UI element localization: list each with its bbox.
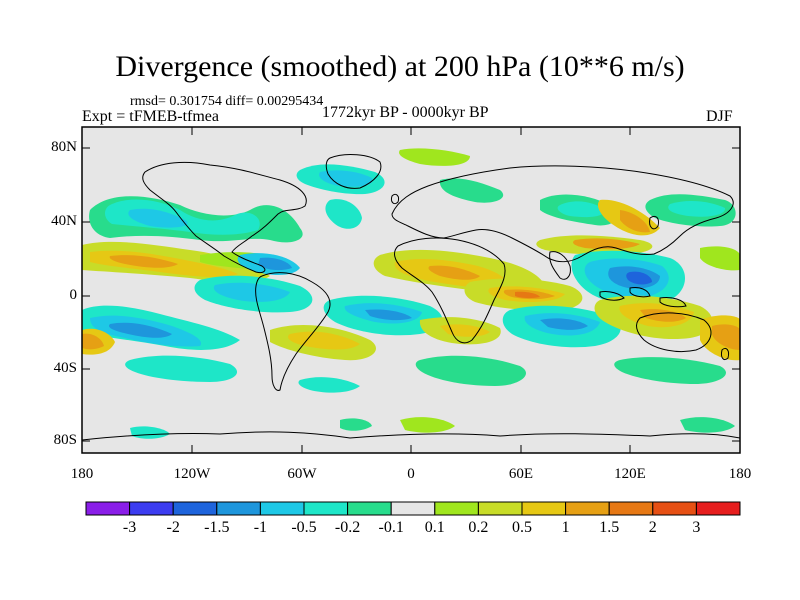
colorbar-label: -3: [122, 519, 137, 536]
colorbar-box: [608, 501, 654, 516]
experiment-label: Expt = tFMEB-tfmea: [82, 108, 220, 125]
y-tick-label: 80S: [53, 432, 77, 448]
colorbar-box: [652, 501, 697, 516]
colorbar-label: 0.5: [512, 519, 532, 536]
x-tick-label: 120E: [614, 466, 646, 482]
x-tick-label: 0: [407, 466, 415, 482]
colorbar-box: [216, 501, 261, 516]
y-tick-label: 80N: [51, 139, 77, 155]
colorbar-label: 0.2: [468, 519, 489, 536]
colorbar-box: [85, 501, 131, 516]
y-tick-label: 40N: [51, 213, 77, 229]
colorbar-label: -1.5: [204, 519, 230, 536]
colorbar-box: [172, 501, 218, 516]
colorbar-label: -2: [166, 519, 180, 536]
stats-line: rmsd= 0.301754 diff= 0.00295434: [130, 94, 324, 109]
coastlines: [82, 154, 740, 441]
colorbar-box: [129, 501, 174, 516]
colorbar-label: -0.1: [378, 519, 404, 536]
colorbar-label: 2: [648, 519, 657, 536]
y-tick-label: 40S: [53, 360, 77, 376]
colorbar-box: [303, 501, 349, 516]
tick-marks: [81, 127, 741, 453]
x-tick-label: 60W: [287, 466, 317, 482]
season-label: DJF: [706, 108, 733, 125]
colorbar-label: -0.2: [334, 519, 361, 536]
colorbar-box: [695, 501, 741, 516]
colorbar-label: -1: [253, 519, 268, 536]
colorbar-label: 3: [692, 519, 701, 536]
colorbar-label: 0.1: [424, 519, 445, 536]
colorbar-box: [565, 501, 610, 516]
colorbar-box: [434, 501, 479, 516]
period-label: 1772kyr BP - 0000kyr BP: [322, 104, 489, 121]
colorbar-box: [477, 501, 523, 516]
map-title: Divergence (smoothed) at 200 hPa (10**6 …: [115, 50, 685, 83]
colorbar-box: [259, 501, 305, 516]
colorbar-box: [521, 501, 567, 516]
colorbar-label: -0.5: [291, 519, 317, 536]
x-tick-label: 180: [70, 466, 94, 482]
colorbar-label: 1.5: [599, 519, 620, 536]
colorbar-label: 1: [561, 519, 570, 536]
colorbar-box: [347, 501, 392, 516]
x-tick-label: 60E: [508, 466, 534, 482]
colorbar: [85, 501, 741, 516]
x-tick-label: 180: [728, 466, 752, 482]
y-tick-label: 0: [69, 287, 78, 303]
contour-field: [82, 127, 740, 453]
colorbar-box: [390, 501, 436, 516]
x-tick-label: 120W: [173, 466, 211, 482]
